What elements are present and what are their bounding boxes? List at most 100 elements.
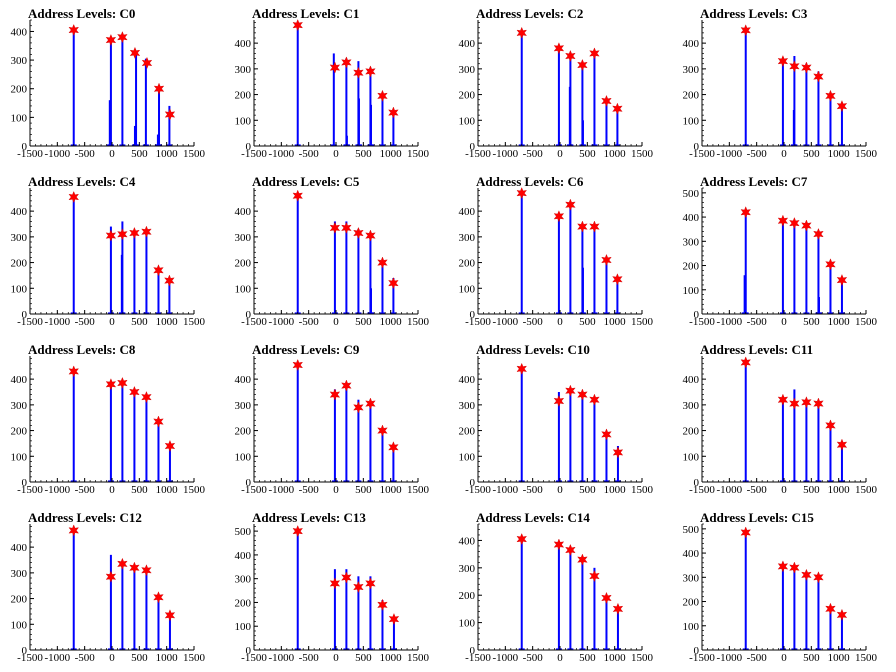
x-tick-label: 1500 bbox=[407, 652, 430, 664]
x-tick-label: 0 bbox=[781, 316, 787, 328]
peak-marker bbox=[553, 394, 565, 408]
chart-svg: -1500 -1000 -500 0 500 1000 1500 0 100 200 300 400 bbox=[683, 20, 878, 160]
peak-marker bbox=[129, 561, 140, 574]
histogram-bar bbox=[144, 58, 147, 146]
y-tick-label: 0 bbox=[22, 477, 28, 489]
histogram-bar bbox=[145, 231, 148, 314]
peak-marker bbox=[341, 379, 352, 392]
peak-marker bbox=[292, 525, 303, 538]
y-tick-label: 200 bbox=[459, 90, 476, 102]
peak-marker bbox=[341, 571, 352, 584]
x-tick-label: 0 bbox=[109, 484, 115, 496]
x-tick-label: 1000 bbox=[156, 148, 179, 160]
x-tick-label: 1000 bbox=[380, 316, 403, 328]
x-tick-label: 0 bbox=[557, 652, 563, 664]
peak-marker bbox=[740, 24, 751, 37]
histogram-bar bbox=[581, 392, 584, 482]
peak-marker bbox=[329, 221, 341, 234]
y-tick-label: 300 bbox=[683, 236, 700, 248]
peak-marker bbox=[329, 61, 341, 74]
peak-marker bbox=[565, 384, 576, 397]
chart-title: Address Levels: C2 bbox=[476, 6, 584, 21]
x-tick-label: 0 bbox=[557, 316, 563, 328]
peak-marker bbox=[141, 564, 152, 577]
histogram-bar bbox=[557, 543, 560, 650]
histogram-bar bbox=[781, 58, 784, 146]
histogram-bar bbox=[805, 224, 808, 314]
histogram-bar bbox=[108, 100, 111, 146]
peak-marker bbox=[377, 89, 388, 102]
x-tick-label: 1500 bbox=[407, 148, 430, 160]
chart-panel-7: Address Levels: C7 -1500 -1000 -500 0 500 1000… bbox=[672, 168, 896, 336]
histogram-bar bbox=[781, 565, 784, 650]
x-tick-label: 1000 bbox=[604, 652, 627, 664]
y-tick-label: 200 bbox=[683, 426, 700, 438]
y-tick-label: 400 bbox=[683, 374, 700, 386]
chart-panel-11: Address Levels: C11 -1500 -1000 -500 0 500 100… bbox=[672, 336, 896, 504]
peak-marker bbox=[601, 591, 612, 604]
histogram-bar bbox=[392, 446, 395, 482]
chart-title: Address Levels: C14 bbox=[476, 510, 590, 525]
x-tick-label: -1500 bbox=[465, 148, 491, 160]
x-tick-label: 1000 bbox=[604, 484, 627, 496]
x-tick-label: -500 bbox=[75, 148, 96, 160]
peak-marker bbox=[601, 428, 612, 441]
peak-marker bbox=[365, 577, 376, 590]
peak-marker bbox=[801, 61, 812, 74]
histogram-bar bbox=[345, 569, 348, 650]
histogram-bar bbox=[333, 221, 336, 314]
peak-marker bbox=[105, 34, 117, 47]
y-tick-label: 0 bbox=[246, 141, 252, 153]
x-tick-label: -500 bbox=[75, 652, 96, 664]
x-tick-label: -1500 bbox=[17, 484, 43, 496]
x-tick-label: 1500 bbox=[855, 148, 878, 160]
histogram-bar bbox=[605, 433, 608, 482]
chart-title: Address Levels: C9 bbox=[252, 342, 360, 357]
x-tick-label: -500 bbox=[523, 652, 544, 664]
y-tick-label: 100 bbox=[235, 115, 252, 127]
y-tick-label: 0 bbox=[246, 645, 252, 657]
x-tick-label: 1500 bbox=[183, 652, 206, 664]
chart-svg: -1500 -1000 -500 0 500 1000 1500 0 100 200 300 400 bbox=[11, 19, 206, 160]
histogram-bar bbox=[840, 104, 843, 146]
histogram-bar bbox=[109, 40, 112, 146]
x-tick-label: -500 bbox=[75, 484, 96, 496]
peak-marker bbox=[589, 570, 600, 583]
histogram-bar bbox=[829, 263, 832, 314]
y-tick-label: 0 bbox=[22, 141, 28, 153]
peak-marker bbox=[553, 538, 565, 551]
y-tick-label: 400 bbox=[11, 542, 28, 554]
x-tick-label: -1000 bbox=[268, 484, 294, 496]
x-tick-label: 0 bbox=[781, 148, 787, 160]
histogram-bar bbox=[829, 425, 832, 482]
peak-marker bbox=[129, 226, 140, 240]
peak-marker bbox=[813, 70, 824, 83]
x-tick-label: 0 bbox=[109, 652, 115, 664]
histogram-bar bbox=[793, 565, 796, 650]
x-tick-label: 1500 bbox=[631, 316, 654, 328]
chart-title: Address Levels: C6 bbox=[476, 174, 584, 189]
y-tick-label: 400 bbox=[11, 206, 28, 218]
y-tick-label: 200 bbox=[683, 261, 700, 273]
peak-marker bbox=[117, 376, 128, 390]
peak-marker bbox=[292, 358, 303, 372]
histogram-bar bbox=[357, 98, 360, 146]
chart-title: Address Levels: C3 bbox=[700, 6, 808, 21]
y-tick-label: 300 bbox=[11, 232, 28, 244]
x-tick-label: 500 bbox=[803, 148, 820, 160]
peak-marker bbox=[329, 577, 341, 590]
histogram-bar bbox=[72, 30, 75, 146]
chart-panel-4: Address Levels: C4 -1500 -1000 -500 0 500 1000… bbox=[0, 168, 224, 336]
peak-marker bbox=[141, 56, 153, 69]
y-tick-label: 300 bbox=[11, 400, 28, 412]
x-tick-label: 1500 bbox=[855, 652, 878, 664]
chart-svg: -1500 -1000 -500 0 500 1000 1500 0 100 200 300 400 bbox=[235, 19, 430, 160]
histogram-bar bbox=[520, 366, 523, 482]
peak-marker bbox=[577, 220, 588, 233]
x-tick-label: 1500 bbox=[631, 484, 654, 496]
peak-marker bbox=[553, 210, 565, 223]
histogram-bar bbox=[357, 229, 360, 314]
histogram-bar bbox=[381, 600, 384, 650]
histogram-bar bbox=[296, 528, 299, 650]
histogram-bar bbox=[392, 110, 395, 146]
